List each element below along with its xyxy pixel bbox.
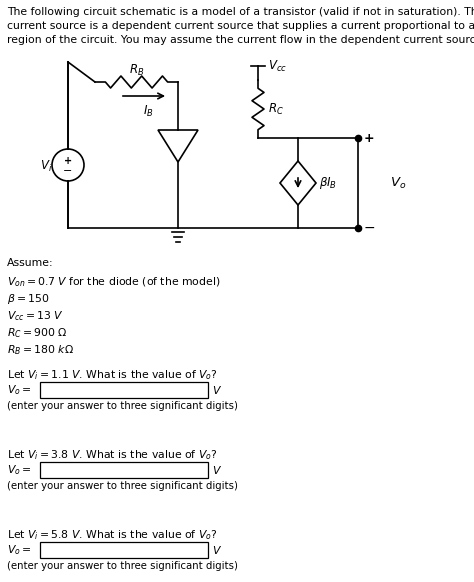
Text: $V_o$: $V_o$ <box>390 175 406 190</box>
Text: −: − <box>64 166 73 176</box>
Text: The following circuit schematic is a model of a transistor (valid if not in satu: The following circuit schematic is a mod… <box>7 7 474 17</box>
Text: Let $V_i = 3.8\ V$. What is the value of $V_o$?: Let $V_i = 3.8\ V$. What is the value of… <box>7 448 218 462</box>
Text: $R_B$: $R_B$ <box>129 62 144 77</box>
Text: (enter your answer to three significant digits): (enter your answer to three significant … <box>7 401 238 411</box>
Text: $R_B = 180\ k\Omega$: $R_B = 180\ k\Omega$ <box>7 343 74 357</box>
Text: $V$: $V$ <box>212 464 222 476</box>
Bar <box>40 542 208 558</box>
Text: $V$: $V$ <box>212 384 222 396</box>
Text: $V_o =$: $V_o =$ <box>7 463 31 477</box>
Text: $V_o =$: $V_o =$ <box>7 543 31 557</box>
Text: $V$: $V$ <box>212 544 222 556</box>
Text: +: + <box>364 132 374 144</box>
Text: Let $V_i = 1.1\ V$. What is the value of $V_o$?: Let $V_i = 1.1\ V$. What is the value of… <box>7 368 218 382</box>
Text: $R_C = 900\ \Omega$: $R_C = 900\ \Omega$ <box>7 326 68 340</box>
Text: $\beta = 150$: $\beta = 150$ <box>7 292 49 306</box>
Text: $V_{cc}$: $V_{cc}$ <box>268 58 287 73</box>
Text: $V_{on} = 0.7\ V$ for the diode (of the model): $V_{on} = 0.7\ V$ for the diode (of the … <box>7 275 220 289</box>
Bar <box>40 382 208 398</box>
Text: $\beta I_B$: $\beta I_B$ <box>319 175 337 191</box>
Text: Assume:: Assume: <box>7 258 54 268</box>
Text: current source is a dependent current source that supplies a current proportiona: current source is a dependent current so… <box>7 21 474 31</box>
Text: (enter your answer to three significant digits): (enter your answer to three significant … <box>7 561 238 571</box>
Text: +: + <box>64 156 72 166</box>
Text: $V_{cc} = 13\ V$: $V_{cc} = 13\ V$ <box>7 309 64 323</box>
Text: $V_o =$: $V_o =$ <box>7 383 31 397</box>
Bar <box>40 462 208 478</box>
Text: (enter your answer to three significant digits): (enter your answer to three significant … <box>7 481 238 491</box>
Text: Let $V_i = 5.8\ V$. What is the value of $V_o$?: Let $V_i = 5.8\ V$. What is the value of… <box>7 528 218 542</box>
Text: $R_C$: $R_C$ <box>268 101 284 116</box>
Text: −: − <box>364 221 375 235</box>
Text: region of the circuit. You may assume the current flow in the dependent current : region of the circuit. You may assume th… <box>7 35 474 45</box>
Text: $I_B$: $I_B$ <box>143 104 153 119</box>
Text: $V_i$: $V_i$ <box>40 158 52 173</box>
